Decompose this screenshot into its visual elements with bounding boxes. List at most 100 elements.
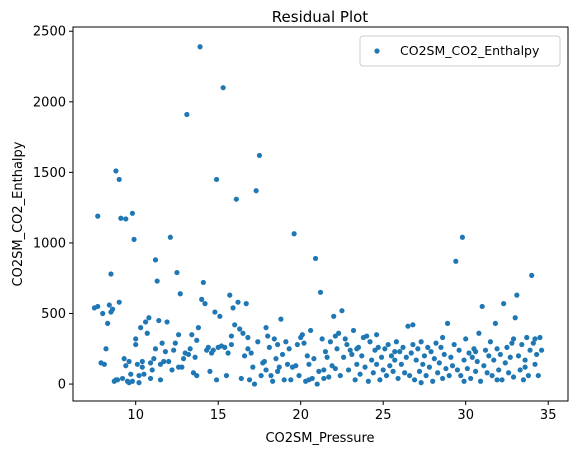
scatter-point: [375, 344, 381, 350]
scatter-point: [514, 292, 520, 298]
scatter-point: [146, 315, 152, 321]
scatter-point: [476, 330, 482, 336]
scatter-point: [537, 334, 543, 341]
scatter-point: [133, 341, 139, 348]
scatter-point: [359, 353, 365, 359]
scatter-point: [492, 320, 498, 326]
y-tick-label: 2500: [33, 25, 66, 40]
y-axis-ticks: 0 500 1000 1500 2000 2500: [33, 25, 73, 393]
scatter-point: [369, 357, 375, 363]
scatter-point: [167, 234, 173, 240]
legend-marker: [374, 48, 380, 54]
scatter-point: [301, 340, 307, 346]
scatter-point: [119, 375, 126, 382]
scatter-point: [284, 361, 291, 367]
scatter-point: [510, 374, 517, 380]
scatter-point: [377, 377, 383, 383]
scatter-point: [421, 353, 428, 359]
scatter-point: [449, 363, 456, 369]
scatter-point: [426, 364, 432, 370]
scatter-point: [199, 296, 205, 302]
scatter-point: [527, 347, 533, 353]
scatter-point: [154, 278, 160, 284]
scatter-point: [185, 351, 192, 358]
scatter-point: [400, 344, 406, 350]
scatter-point: [306, 377, 312, 383]
scatter-point: [114, 377, 121, 383]
scatter-point: [319, 336, 325, 342]
scatter-point: [532, 361, 538, 367]
scatter-point: [123, 363, 129, 369]
scatter-point: [469, 354, 475, 360]
scatter-point: [306, 361, 312, 367]
scatter-point: [342, 336, 348, 342]
scatter-point: [101, 361, 107, 367]
scatter-point: [393, 339, 399, 345]
scatter-point: [362, 364, 368, 370]
scatter-point: [418, 380, 424, 386]
scatter-point: [141, 371, 147, 377]
scatter-point: [283, 339, 289, 345]
scatter-point: [149, 367, 155, 373]
scatter-point: [312, 255, 319, 262]
scatter-point: [464, 365, 470, 372]
scatter-point: [440, 375, 446, 382]
y-tick-label: 2000: [33, 95, 66, 110]
scatter-point: [166, 358, 172, 365]
scatter-point: [152, 346, 159, 352]
scatter-point: [177, 291, 183, 297]
scatter-point: [164, 319, 170, 325]
scatter-point: [308, 327, 314, 334]
scatter-point: [350, 327, 357, 334]
scatter-point: [156, 317, 162, 324]
scatter-point: [446, 372, 452, 379]
scatter-point: [286, 346, 292, 352]
scatter-point: [530, 340, 536, 346]
scatter-point: [364, 333, 370, 339]
scatter-point: [354, 346, 360, 352]
scatter-point: [324, 354, 330, 360]
scatter-point: [108, 271, 114, 277]
scatter-point: [494, 377, 500, 383]
scatter-point: [194, 337, 200, 343]
scatter-point: [169, 367, 175, 373]
scatter-point: [126, 380, 132, 386]
scatter-point: [388, 353, 395, 359]
scatter-point: [529, 272, 535, 278]
scatter-point: [245, 346, 251, 352]
scatter-point: [304, 353, 310, 359]
scatter-point: [133, 336, 139, 342]
scatter-point: [128, 371, 134, 377]
scatter-point: [535, 372, 541, 379]
scatter-point: [463, 336, 469, 342]
scatter-point: [246, 377, 253, 383]
scatter-point: [253, 188, 259, 194]
scatter-point: [365, 378, 371, 384]
scatter-point: [116, 176, 122, 183]
scatter-point: [110, 306, 116, 312]
scatter-point: [357, 371, 363, 377]
scatter-point: [322, 349, 329, 355]
scatter-point: [407, 372, 413, 379]
scatter-point: [248, 350, 254, 356]
scatter-point: [171, 347, 177, 353]
scatter-point: [278, 316, 284, 322]
scatter-point: [481, 363, 487, 369]
scatter-point: [225, 350, 231, 356]
scatter-point: [205, 344, 211, 350]
scatter-point: [405, 323, 411, 329]
scatter-point: [95, 213, 101, 219]
scatter-point: [237, 326, 243, 332]
scatter-point: [294, 341, 300, 348]
scatter-point: [507, 354, 513, 360]
scatter-point: [520, 377, 527, 383]
scatter-point: [255, 339, 261, 345]
scatter-point: [506, 370, 512, 376]
scatter-point: [152, 257, 159, 263]
scatter-point: [331, 313, 337, 319]
scatter-point: [435, 370, 441, 376]
scatter-point: [499, 377, 505, 383]
scatter-point: [392, 349, 398, 355]
scatter-point: [194, 372, 200, 379]
